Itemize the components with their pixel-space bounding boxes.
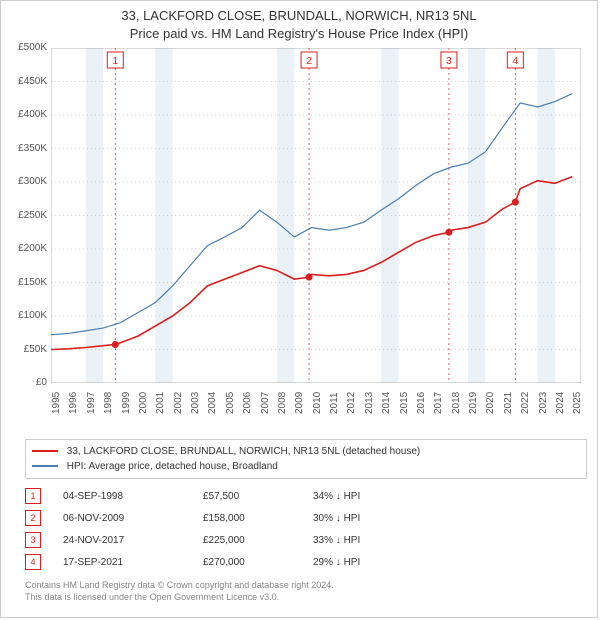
- svg-text:2: 2: [306, 56, 312, 67]
- chart-plot-area: 1234 £0£50K£100K£150K£200K£250K£300K£350…: [51, 48, 587, 383]
- svg-text:4: 4: [513, 56, 519, 67]
- y-axis-label: £200K: [3, 243, 47, 254]
- x-axis-label: 2019: [468, 392, 479, 414]
- x-axis-label: 1997: [86, 392, 97, 414]
- legend-swatch-red: [32, 450, 58, 452]
- x-axis-label: 2015: [399, 392, 410, 414]
- x-axis-label: 1995: [51, 392, 62, 414]
- marker-row: 2 06-NOV-2009 £158,000 30% ↓ HPI: [25, 507, 587, 529]
- y-axis-label: £250K: [3, 210, 47, 221]
- marker-number-box: 2: [25, 510, 41, 526]
- legend-row-red: 33, LACKFORD CLOSE, BRUNDALL, NORWICH, N…: [32, 444, 580, 459]
- y-axis-label: £500K: [3, 42, 47, 53]
- marker-pct: 30% ↓ HPI: [313, 513, 423, 524]
- x-axis-label: 2011: [329, 393, 340, 415]
- marker-pct: 34% ↓ HPI: [313, 491, 423, 502]
- x-axis-label: 2001: [155, 392, 166, 414]
- y-axis-label: £350K: [3, 143, 47, 154]
- marker-price: £270,000: [203, 557, 313, 568]
- x-axis-label: 2021: [503, 392, 514, 414]
- marker-price: £57,500: [203, 491, 313, 502]
- x-axis-label: 2009: [294, 392, 305, 414]
- marker-pct: 33% ↓ HPI: [313, 535, 423, 546]
- title-subtitle: Price paid vs. HM Land Registry's House …: [1, 25, 597, 43]
- x-axis-label: 2013: [364, 392, 375, 414]
- x-axis-label: 2003: [190, 392, 201, 414]
- y-axis-label: £450K: [3, 76, 47, 87]
- y-axis-label: £300K: [3, 176, 47, 187]
- x-axis-label: 2023: [538, 392, 549, 414]
- chart-svg: 1 2 3 4: [51, 48, 581, 383]
- marker-number-box: 4: [25, 554, 41, 570]
- footer-line2: This data is licensed under the Open Gov…: [25, 591, 587, 603]
- x-axis-label: 2014: [381, 392, 392, 414]
- footer-text: Contains HM Land Registry data © Crown c…: [25, 579, 587, 603]
- marker-date: 24-NOV-2017: [63, 535, 203, 546]
- x-axis-label: 2022: [520, 392, 531, 414]
- legend-swatch-blue: [32, 465, 58, 467]
- x-axis-label: 2025: [572, 392, 583, 414]
- x-axis-label: 1996: [68, 392, 79, 414]
- marker-date: 06-NOV-2009: [63, 513, 203, 524]
- legend-label-blue: HPI: Average price, detached house, Broa…: [67, 461, 278, 472]
- x-axis-label: 2006: [242, 392, 253, 414]
- x-axis-label: 2010: [312, 392, 323, 414]
- x-axis-label: 2020: [485, 392, 496, 414]
- marker-price: £225,000: [203, 535, 313, 546]
- x-axis-label: 2004: [207, 392, 218, 414]
- x-axis-label: 2007: [260, 392, 271, 414]
- x-axis-label: 2005: [225, 392, 236, 414]
- marker-row: 4 17-SEP-2021 £270,000 29% ↓ HPI: [25, 551, 587, 573]
- footer-line1: Contains HM Land Registry data © Crown c…: [25, 579, 587, 591]
- y-axis-label: £400K: [3, 109, 47, 120]
- x-axis-label: 2018: [451, 392, 462, 414]
- legend-box: 33, LACKFORD CLOSE, BRUNDALL, NORWICH, N…: [25, 439, 587, 479]
- x-axis-label: 1999: [121, 392, 132, 414]
- legend-row-blue: HPI: Average price, detached house, Broa…: [32, 459, 580, 474]
- y-axis-label: £150K: [3, 277, 47, 288]
- marker-pct: 29% ↓ HPI: [313, 557, 423, 568]
- marker-row: 3 24-NOV-2017 £225,000 33% ↓ HPI: [25, 529, 587, 551]
- x-axis-label: 2000: [138, 392, 149, 414]
- marker-date: 17-SEP-2021: [63, 557, 203, 568]
- x-axis-label: 2008: [277, 392, 288, 414]
- marker-row: 1 04-SEP-1998 £57,500 34% ↓ HPI: [25, 485, 587, 507]
- x-axis-label: 2016: [416, 392, 427, 414]
- marker-price: £158,000: [203, 513, 313, 524]
- x-axis-label: 1998: [103, 392, 114, 414]
- x-axis-label: 2012: [346, 392, 357, 414]
- marker-date: 04-SEP-1998: [63, 491, 203, 502]
- chart-title: 33, LACKFORD CLOSE, BRUNDALL, NORWICH, N…: [1, 1, 597, 42]
- y-axis-label: £50K: [3, 344, 47, 355]
- y-axis-label: £100K: [3, 310, 47, 321]
- chart-container: 33, LACKFORD CLOSE, BRUNDALL, NORWICH, N…: [0, 0, 598, 618]
- legend-label-red: 33, LACKFORD CLOSE, BRUNDALL, NORWICH, N…: [67, 446, 420, 457]
- marker-number-box: 3: [25, 532, 41, 548]
- title-address: 33, LACKFORD CLOSE, BRUNDALL, NORWICH, N…: [1, 7, 597, 25]
- svg-text:1: 1: [113, 56, 119, 67]
- x-axis-label: 2002: [173, 392, 184, 414]
- marker-number-box: 1: [25, 488, 41, 504]
- marker-table: 1 04-SEP-1998 £57,500 34% ↓ HPI 2 06-NOV…: [25, 485, 587, 573]
- y-axis-label: £0: [3, 377, 47, 388]
- x-axis-label: 2024: [555, 392, 566, 414]
- x-axis-label: 2017: [433, 392, 444, 414]
- svg-text:3: 3: [446, 56, 452, 67]
